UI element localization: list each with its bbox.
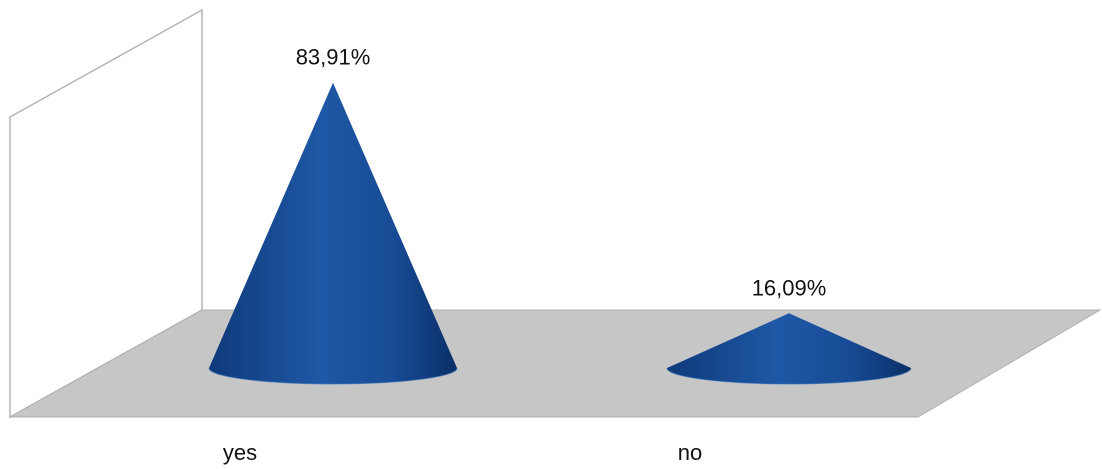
chart-floor	[8, 309, 1102, 418]
cone-yes	[209, 82, 457, 384]
category-label-yes: yes	[223, 440, 257, 465]
cone-base-rim-yes	[208, 367, 458, 385]
data-label-no: 16,09%	[752, 275, 827, 300]
cone-no	[667, 313, 911, 384]
category-label-no: no	[678, 440, 702, 465]
cone-base-rim-no	[666, 367, 912, 385]
data-label-yes: 83,91%	[296, 45, 371, 70]
